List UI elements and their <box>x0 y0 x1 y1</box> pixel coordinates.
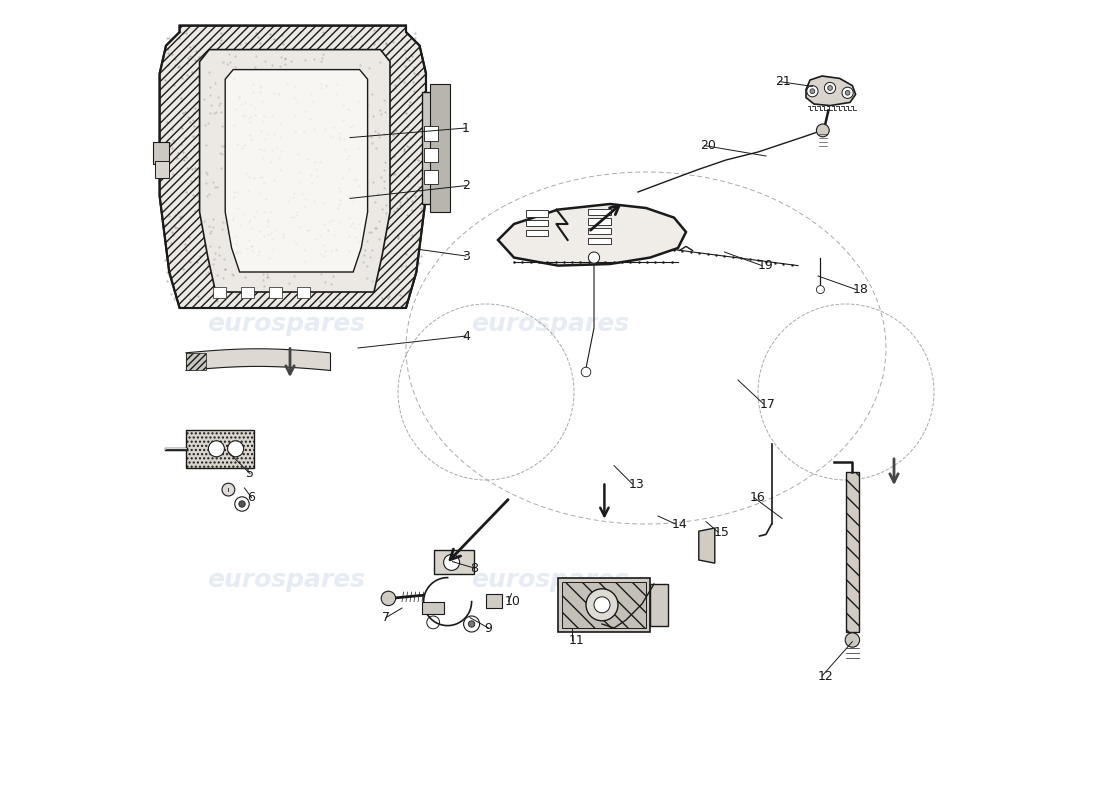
Circle shape <box>594 597 610 613</box>
Circle shape <box>816 124 829 137</box>
Bar <box>430 84 450 212</box>
Circle shape <box>824 82 836 94</box>
Bar <box>424 170 438 184</box>
Bar <box>424 148 438 162</box>
Polygon shape <box>160 26 426 308</box>
Circle shape <box>469 621 475 627</box>
Bar <box>526 230 549 236</box>
Text: 10: 10 <box>505 595 520 608</box>
Polygon shape <box>498 204 686 266</box>
Bar <box>297 287 310 298</box>
Circle shape <box>463 616 480 632</box>
Bar <box>424 126 438 141</box>
Bar <box>486 594 502 608</box>
Bar <box>846 472 859 632</box>
Text: 11: 11 <box>569 634 584 646</box>
Text: eurospares: eurospares <box>207 312 365 336</box>
Text: eurospares: eurospares <box>471 312 629 336</box>
Bar <box>588 238 610 244</box>
Text: 7: 7 <box>382 611 390 624</box>
Bar <box>434 550 474 574</box>
Bar <box>558 578 650 632</box>
Text: 6: 6 <box>248 491 255 504</box>
Circle shape <box>581 367 591 377</box>
Bar <box>650 584 668 626</box>
Bar <box>588 218 610 225</box>
Text: 12: 12 <box>818 670 834 682</box>
Text: 18: 18 <box>852 283 868 296</box>
Text: 16: 16 <box>750 491 766 504</box>
Bar <box>241 287 254 298</box>
Circle shape <box>810 89 815 94</box>
Bar <box>270 287 282 298</box>
Bar <box>562 582 646 628</box>
Text: eurospares: eurospares <box>471 568 629 592</box>
Text: 3: 3 <box>462 250 470 262</box>
Polygon shape <box>806 76 856 106</box>
Circle shape <box>208 441 224 457</box>
Polygon shape <box>199 50 390 292</box>
Circle shape <box>842 87 854 98</box>
Circle shape <box>845 90 850 95</box>
Circle shape <box>816 286 824 294</box>
Text: 19: 19 <box>758 259 773 272</box>
Text: 9: 9 <box>484 622 493 634</box>
Circle shape <box>588 252 600 263</box>
Bar <box>588 228 610 234</box>
Bar <box>186 430 254 468</box>
Text: eurospares: eurospares <box>207 568 365 592</box>
Circle shape <box>382 591 396 606</box>
Circle shape <box>827 86 833 90</box>
Circle shape <box>586 589 618 621</box>
Circle shape <box>222 483 234 496</box>
Text: 17: 17 <box>760 398 775 410</box>
Bar <box>186 353 206 370</box>
Circle shape <box>234 497 250 511</box>
Text: 13: 13 <box>628 478 645 490</box>
Bar <box>422 92 446 204</box>
Text: 1: 1 <box>462 122 470 134</box>
Circle shape <box>845 633 859 647</box>
Circle shape <box>806 86 818 97</box>
Polygon shape <box>226 70 367 272</box>
Bar <box>153 142 169 164</box>
Circle shape <box>239 501 245 507</box>
Text: 14: 14 <box>672 518 688 530</box>
Text: 4: 4 <box>462 330 470 342</box>
Bar <box>186 430 254 468</box>
Text: 2: 2 <box>462 179 470 192</box>
Bar <box>155 161 169 178</box>
Bar <box>588 209 610 215</box>
Bar <box>422 602 444 614</box>
Circle shape <box>228 441 243 457</box>
Polygon shape <box>698 528 715 563</box>
Bar <box>213 287 226 298</box>
Text: 21: 21 <box>776 75 791 88</box>
Bar <box>846 472 859 632</box>
Bar <box>526 220 549 226</box>
Text: 5: 5 <box>246 467 254 480</box>
Text: 20: 20 <box>701 139 716 152</box>
Text: 8: 8 <box>470 562 478 574</box>
Bar <box>526 210 549 217</box>
Text: 15: 15 <box>714 526 730 538</box>
Circle shape <box>443 554 460 570</box>
